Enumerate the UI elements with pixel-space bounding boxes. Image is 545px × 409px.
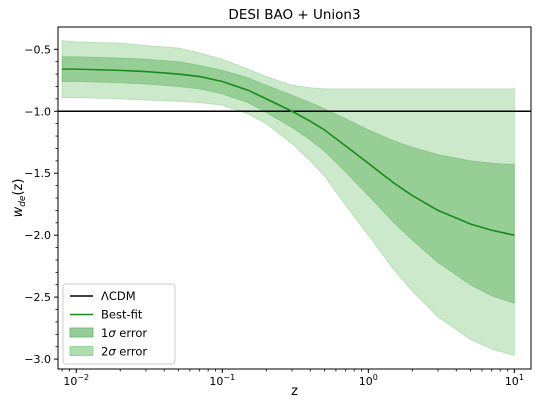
y-tick-label: −2.5 bbox=[24, 291, 51, 304]
x-tick-label: 10−1 bbox=[209, 373, 235, 388]
legend-label: 1σ error bbox=[101, 326, 147, 340]
y-axis-label-sub: de bbox=[18, 195, 28, 207]
band-2-error bbox=[61, 40, 515, 356]
y-tick-label: −1.0 bbox=[24, 105, 51, 118]
legend-box bbox=[62, 283, 176, 365]
y-tick-label: −0.5 bbox=[24, 43, 51, 56]
y-tick-label: −1.5 bbox=[24, 167, 51, 180]
x-axis-label: z bbox=[291, 384, 298, 399]
legend-label: ΛCDM bbox=[101, 289, 136, 303]
y-axis-label-base: w bbox=[11, 206, 26, 217]
y-axis-label-tail: (z) bbox=[11, 179, 26, 196]
legend-label: Best-fit bbox=[101, 308, 143, 322]
legend-patch-swatch bbox=[69, 327, 94, 338]
x-tick-label: 101 bbox=[505, 373, 524, 388]
best-fit-line bbox=[62, 68, 515, 236]
x-tick-label: 10−2 bbox=[63, 373, 89, 388]
chart-title: DESI BAO + Union3 bbox=[228, 7, 360, 23]
error-bands bbox=[61, 40, 515, 356]
axis-ticks: 10−2 10−1 100 101 −0.5 −1.0 −1.5 −2.0 −2.5 −3.0 bbox=[24, 43, 524, 388]
legend: ΛCDM Best-fit 1σ error 2σ error bbox=[62, 283, 176, 365]
y-axis-label: wde(z) bbox=[11, 179, 28, 218]
y-tick-label: −2.0 bbox=[24, 229, 51, 242]
legend-patch-swatch bbox=[69, 346, 94, 356]
y-tick-label: −3.0 bbox=[24, 353, 51, 366]
x-tick-label: 100 bbox=[359, 373, 378, 388]
legend-label: 2σ error bbox=[101, 345, 147, 359]
band-1-error bbox=[61, 56, 515, 304]
chart-lines bbox=[58, 68, 531, 236]
